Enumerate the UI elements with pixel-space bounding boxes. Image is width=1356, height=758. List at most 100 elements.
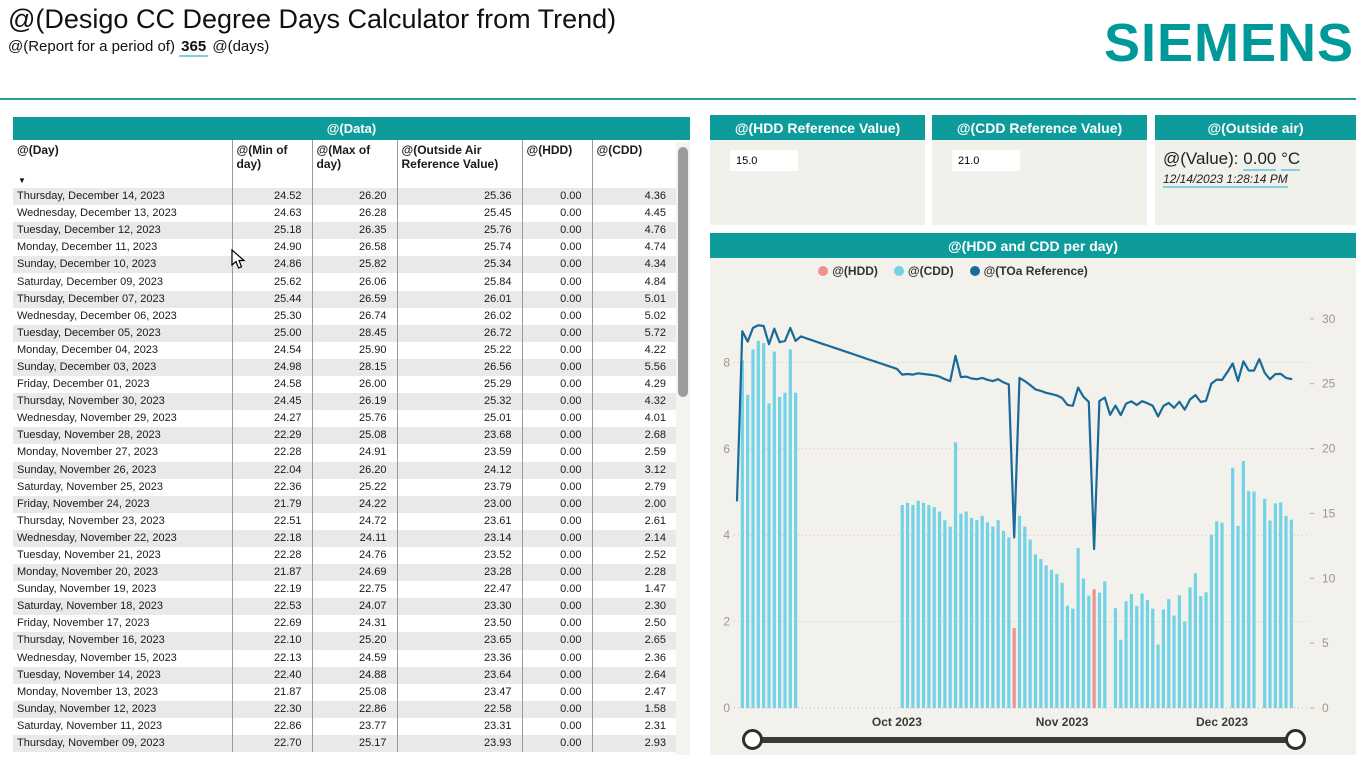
chart-range-slider-track[interactable] [752,737,1295,743]
cell-day: Thursday, November 09, 2023 [17,737,165,750]
cell-value: 21.87 [231,564,312,582]
table-row[interactable]: Friday, November 24, 2023 21.79 24.22 23.00… [13,495,676,513]
column-header-day[interactable]: @(Day) ▼ [13,140,232,188]
column-header-cdd[interactable]: @(CDD) [591,140,676,188]
legend-item[interactable]: @(CDD) [893,264,954,278]
table-row[interactable]: Tuesday, November 28, 2023 22.29 25.08 23.6… [13,427,676,445]
cdd-bar [1241,460,1245,708]
table-row[interactable]: Thursday, November 23, 2023 22.51 24.72 23.… [13,512,676,530]
cell-value: 25.45 [396,205,522,223]
table-row[interactable]: Saturday, November 18, 2023 22.53 24.07 23.… [13,598,676,616]
cell-value: 26.56 [396,358,522,377]
cell-value: 23.00 [396,495,522,513]
table-row[interactable]: Wednesday, November 15, 2023 22.13 24.59 23… [13,649,676,667]
cell-value: 2.93 [591,735,676,753]
chart-range-slider-right-handle[interactable] [1285,729,1306,750]
table-row[interactable]: Monday, November 27, 2023 22.28 24.91 23.59… [13,444,676,462]
cell-value: 22.70 [231,735,312,753]
cell-value: 2.52 [591,546,676,565]
table-row[interactable]: Sunday, November 26, 2023 22.04 26.20 24.12… [13,461,676,479]
cell-value: 0.00 [521,358,592,377]
cell-value: 2.50 [591,615,676,633]
table-row[interactable]: Tuesday, December 12, 2023 25.18 26.35 25.7… [13,222,676,240]
table-row[interactable]: Sunday, November 19, 2023 22.19 22.75 22.47… [13,581,676,599]
cdd-reference-input[interactable] [952,150,1020,171]
table-row[interactable]: Tuesday, November 14, 2023 22.40 24.88 23.6… [13,666,676,684]
cell-value: 23.30 [396,598,522,616]
cell-value: 23.68 [396,427,522,445]
cell-value: 5.72 [591,324,676,342]
cell-value: 0.00 [521,461,592,479]
table-row[interactable]: Saturday, November 25, 2023 22.36 25.22 23.… [13,478,676,496]
data-table-title: @(Data) [13,117,690,140]
cell-value: 0.00 [521,307,592,325]
cell-value: 0.00 [521,205,592,223]
cell-value: 0.00 [521,529,592,547]
table-row[interactable]: Wednesday, November 29, 2023 24.27 25.76 25… [13,410,676,428]
cell-value: 0.00 [521,564,592,582]
cell-value: 25.36 [396,188,522,206]
cell-value: 0.00 [521,615,592,633]
cell-value: 25.17 [311,735,397,753]
cell-value: 25.08 [311,427,397,445]
cdd-bar [964,511,968,708]
table-row[interactable]: Monday, December 04, 2023 24.54 25.90 25.22… [13,341,676,359]
cdd-bar [911,505,915,708]
table-row[interactable]: Sunday, November 12, 2023 22.30 22.86 22.58… [13,700,676,718]
cell-value: 23.93 [396,735,522,753]
cell-value: 0.00 [521,376,592,394]
table-row[interactable]: Tuesday, November 21, 2023 22.28 24.76 23.5… [13,546,676,565]
table-row[interactable]: Thursday, December 07, 2023 25.44 26.59 26.… [13,290,676,308]
table-row[interactable]: Thursday, November 30, 2023 24.45 26.19 25.… [13,393,676,411]
table-row[interactable]: Sunday, December 03, 2023 24.98 28.15 26.56… [13,358,676,377]
cdd-bar [959,513,963,708]
table-row[interactable]: Monday, November 20, 2023 21.87 24.69 23.28… [13,564,676,582]
table-row[interactable]: Thursday, November 09, 2023 22.70 25.17 23.… [13,735,676,753]
column-header-oa-ref[interactable]: @(Outside Air Reference Value) [396,140,522,188]
cell-value: 25.82 [311,256,397,274]
legend-item[interactable]: @(TOa Reference) [969,264,1088,278]
column-header-min[interactable]: @(Min of day) [231,140,312,188]
table-row[interactable]: Sunday, December 10, 2023 24.86 25.82 25.34… [13,256,676,274]
cell-value: 22.53 [231,598,312,616]
cell-value: 25.44 [231,290,312,308]
cdd-bar [772,351,776,708]
table-row[interactable]: Wednesday, November 22, 2023 22.18 24.11 23… [13,529,676,547]
table-row[interactable]: Monday, December 11, 2023 24.90 26.58 25.74… [13,239,676,257]
cell-value: 22.13 [231,649,312,667]
month-tick-label: Oct 2023 [872,715,922,729]
column-header-hdd[interactable]: @(HDD) [521,140,592,188]
table-row[interactable]: Tuesday, December 05, 2023 25.00 28.45 26.7… [13,324,676,342]
cell-value: 24.54 [231,341,312,359]
cell-day: Sunday, November 26, 2023 [17,463,157,476]
column-header-max[interactable]: @(Max of day) [311,140,397,188]
cell-value: 25.90 [311,341,397,359]
cell-value: 24.52 [231,188,312,206]
cell-value: 2.31 [591,717,676,735]
report-period-prefix: @(Report for a period of) [8,38,175,55]
table-row[interactable]: Friday, December 01, 2023 24.58 26.00 25.29… [13,376,676,394]
cell-value: 24.58 [231,376,312,394]
chart-range-slider-left-handle[interactable] [742,729,763,750]
table-row[interactable]: Friday, November 17, 2023 22.69 24.31 23.50… [13,615,676,633]
cell-value: 21.87 [231,683,312,701]
table-scrollbar-thumb[interactable] [678,147,688,397]
cell-value: 22.29 [231,427,312,445]
table-scrollbar[interactable] [676,142,690,755]
table-row[interactable]: Saturday, December 09, 2023 25.62 26.06 25.… [13,273,676,291]
cell-value: 25.18 [231,222,312,240]
cell-day: Wednesday, December 06, 2023 [17,309,177,322]
table-row[interactable]: Thursday, December 14, 2023 24.52 26.20 25.… [13,188,676,206]
legend-item[interactable]: @(HDD) [818,264,878,278]
table-row[interactable]: Monday, November 13, 2023 21.87 25.08 23.47… [13,683,676,701]
table-row[interactable]: Wednesday, December 06, 2023 25.30 26.74 26… [13,307,676,325]
table-row[interactable]: Thursday, November 16, 2023 22.10 25.20 23.… [13,632,676,650]
cdd-bar [1151,608,1155,708]
table-row[interactable]: Saturday, November 11, 2023 22.86 23.77 23.… [13,717,676,735]
sort-descending-icon[interactable]: ▼ [18,176,26,185]
report-period-value[interactable]: 365 [179,38,209,57]
table-row[interactable]: Wednesday, December 13, 2023 24.63 26.28 25… [13,205,676,223]
hdd-reference-input[interactable] [730,150,798,171]
cell-value: 5.01 [591,290,676,308]
